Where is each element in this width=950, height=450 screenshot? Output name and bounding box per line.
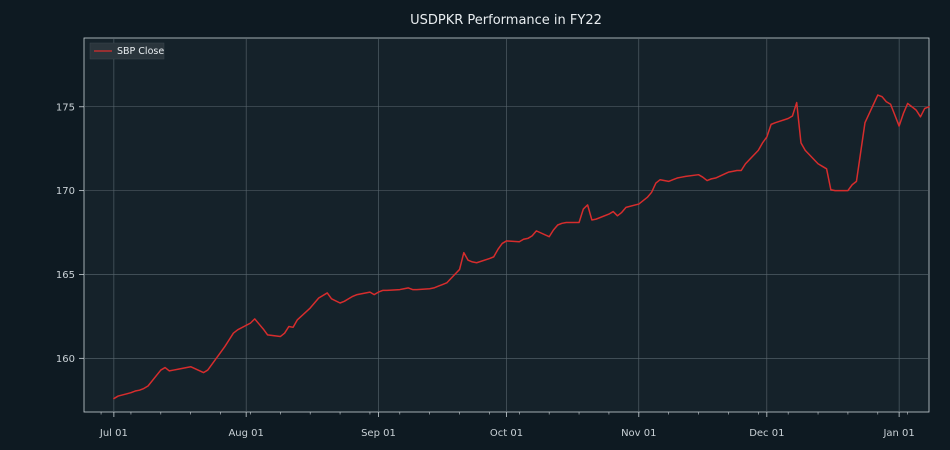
series-group [113,94,930,400]
grid-lines [84,38,929,412]
y-tick-label: 160 [56,354,75,365]
y-tick-label: 165 [56,270,75,281]
chart-title: USDPKR Performance in FY22 [410,13,602,28]
x-tick-label: Aug 01 [228,428,263,439]
legend: SBP Close [89,42,165,60]
legend-label: SBP Close [117,46,164,57]
x-tick-label: Jul 01 [99,428,128,439]
x-tick-label: Sep 01 [361,428,396,439]
x-tick-label: Nov 01 [621,428,656,439]
x-tick-label: Dec 01 [749,428,784,439]
legend-box [89,42,165,60]
x-axis: Jul 01 Aug 01 Sep 01 Oct 01 Nov 01 Dec 01 Jan … [99,412,915,439]
x-tick-label: Jan 01 [882,428,914,439]
x-tick-label: Oct 01 [490,428,523,439]
y-tick-label: 170 [56,186,75,197]
y-tick-label: 175 [56,102,75,113]
y-axis: 160 165 170 175 [56,102,84,365]
